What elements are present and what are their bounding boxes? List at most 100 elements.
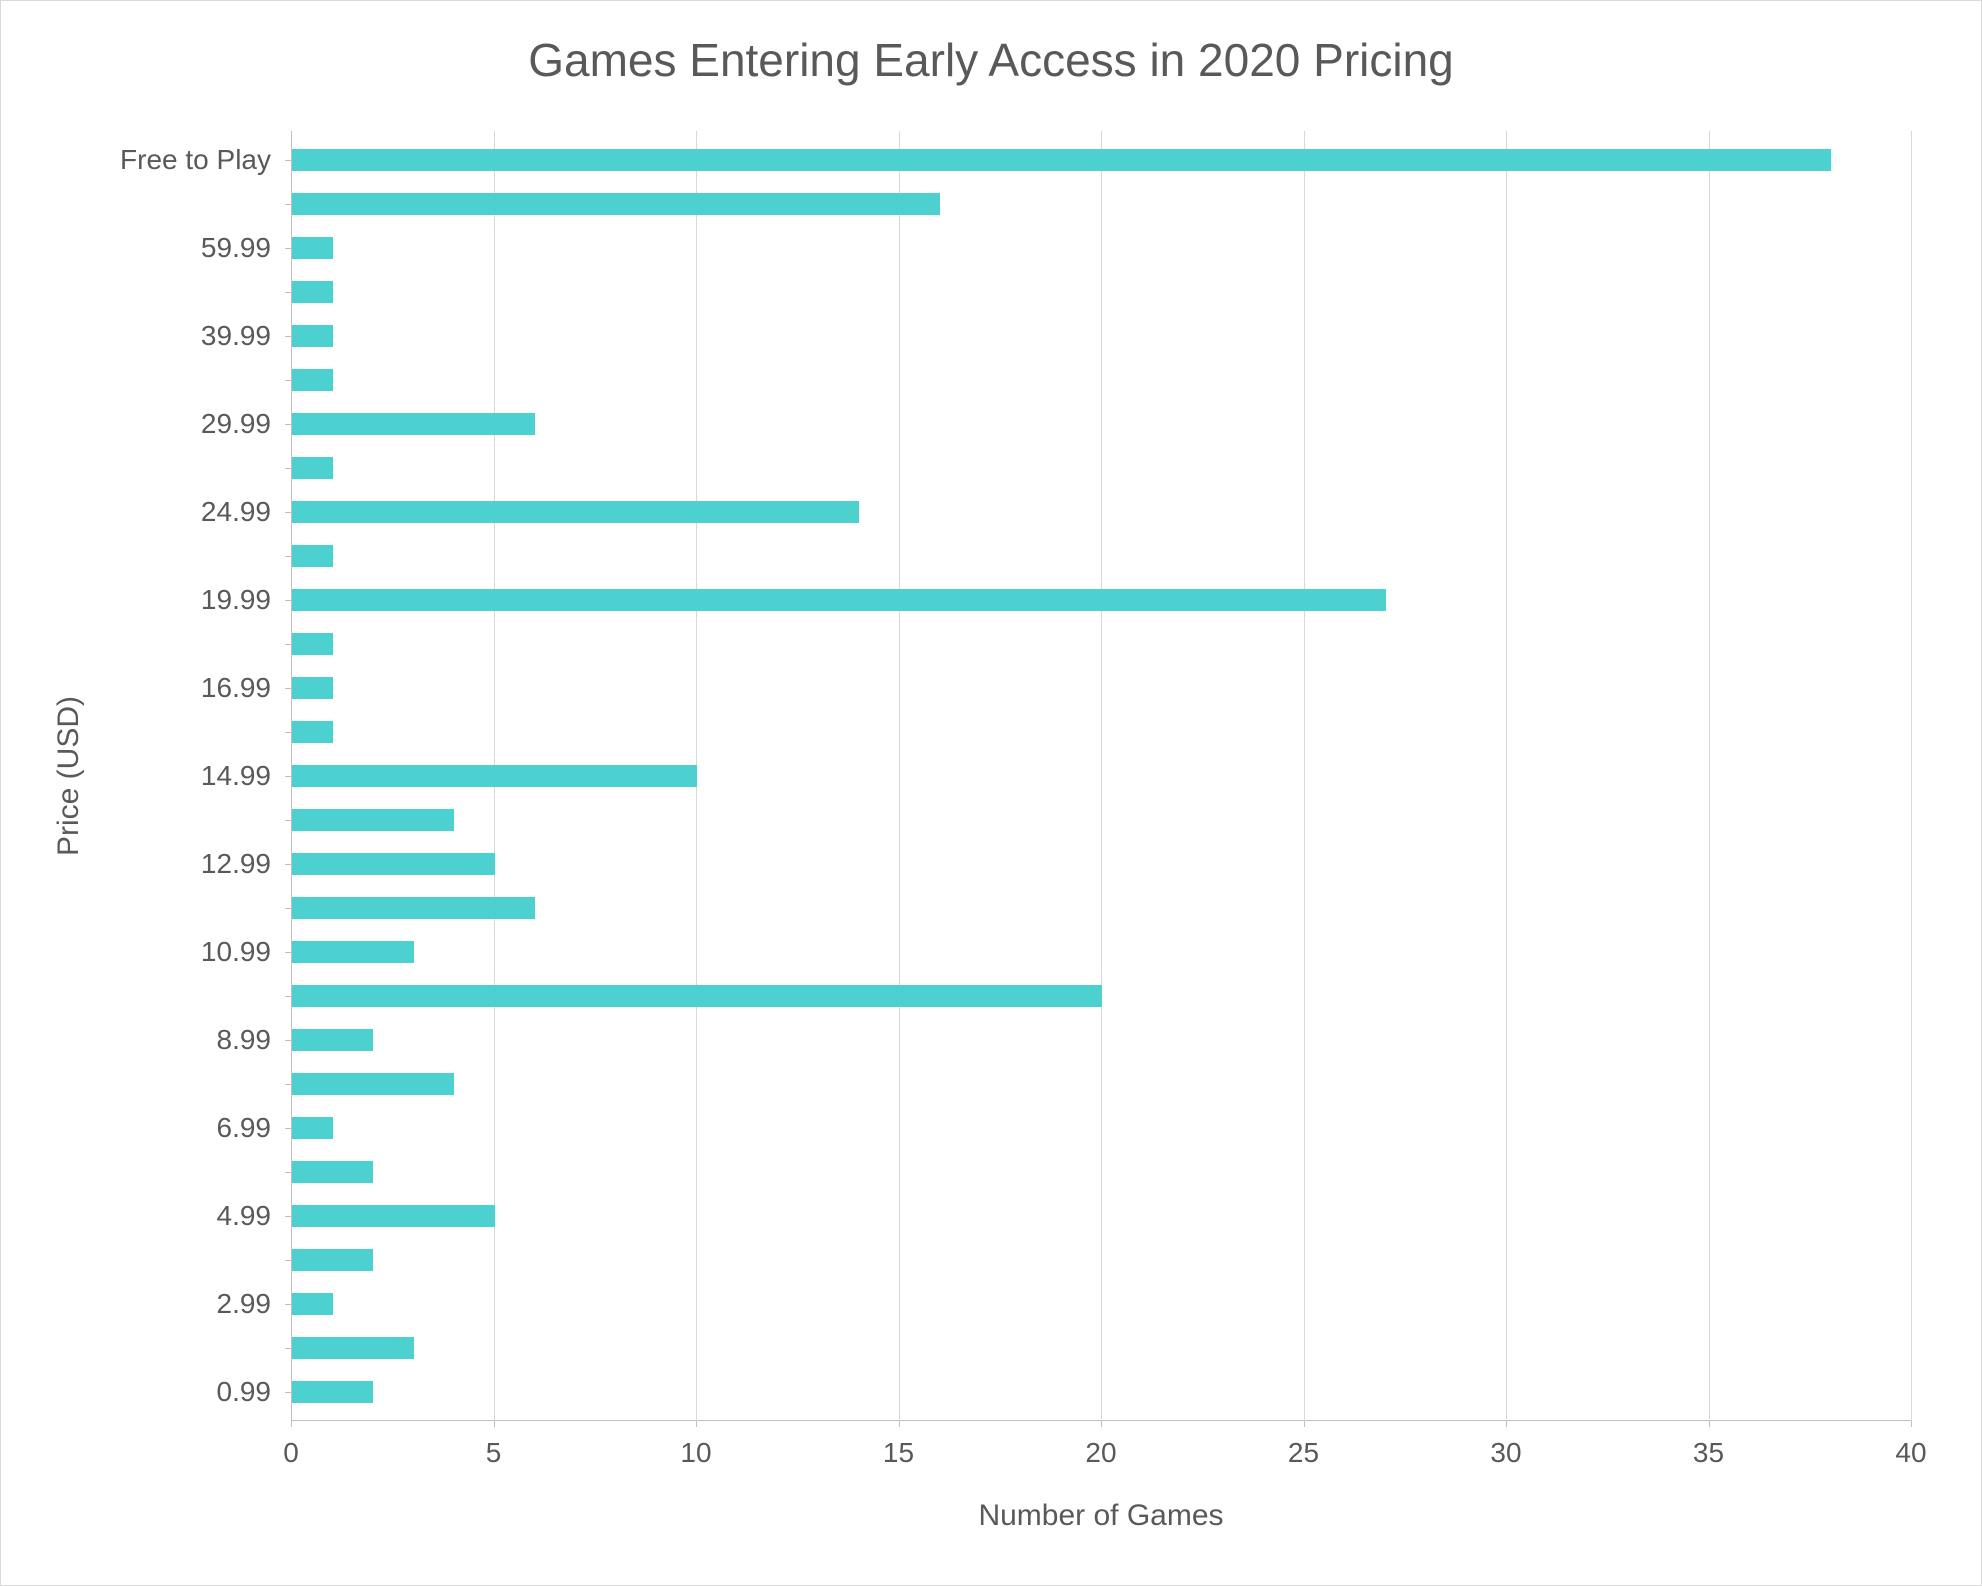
x-tick-label: 5 (486, 1437, 502, 1469)
bar (292, 193, 940, 215)
chart-title: Games Entering Early Access in 2020 Pric… (1, 33, 1981, 87)
y-tick-label: 14.99 (71, 760, 271, 792)
y-tick-mark (285, 248, 291, 249)
y-tick-mark (285, 732, 291, 733)
bar (292, 1073, 454, 1095)
grid-line (1304, 131, 1305, 1421)
chart-container: Games Entering Early Access in 2020 Pric… (0, 0, 1982, 1586)
bar (292, 413, 535, 435)
y-tick-label: 16.99 (71, 672, 271, 704)
grid-line (899, 131, 900, 1421)
bar (292, 809, 454, 831)
y-tick-label: 6.99 (71, 1112, 271, 1144)
y-tick-mark (285, 1304, 291, 1305)
x-tick-mark (494, 1421, 495, 1427)
x-tick-label: 10 (680, 1437, 711, 1469)
y-tick-label: 24.99 (71, 496, 271, 528)
grid-line (1709, 131, 1710, 1421)
bar (292, 1293, 333, 1315)
bar (292, 853, 495, 875)
y-tick-mark (285, 556, 291, 557)
bar (292, 1337, 414, 1359)
grid-line (1101, 131, 1102, 1421)
x-tick-label: 20 (1085, 1437, 1116, 1469)
x-tick-mark (1304, 1421, 1305, 1427)
y-tick-label: 29.99 (71, 408, 271, 440)
x-tick-label: 0 (283, 1437, 299, 1469)
y-tick-label: 19.99 (71, 584, 271, 616)
x-tick-mark (899, 1421, 900, 1427)
y-tick-mark (285, 1084, 291, 1085)
bar (292, 1205, 495, 1227)
x-axis-title: Number of Games (291, 1499, 1911, 1533)
y-tick-mark (285, 1348, 291, 1349)
x-tick-mark (1709, 1421, 1710, 1427)
bar (292, 897, 535, 919)
bar (292, 1029, 373, 1051)
y-tick-mark (285, 160, 291, 161)
bar (292, 677, 333, 699)
y-tick-mark (285, 204, 291, 205)
y-tick-label: 2.99 (71, 1288, 271, 1320)
y-tick-label: 39.99 (71, 320, 271, 352)
y-tick-label: Free to Play (71, 144, 271, 176)
x-tick-label: 35 (1693, 1437, 1724, 1469)
bar (292, 369, 333, 391)
bar (292, 545, 333, 567)
y-tick-label: 59.99 (71, 232, 271, 264)
bar (292, 1381, 373, 1403)
x-tick-mark (696, 1421, 697, 1427)
y-tick-label: 10.99 (71, 936, 271, 968)
bar (292, 457, 333, 479)
plot-area (291, 131, 1911, 1421)
y-tick-mark (285, 600, 291, 601)
bar (292, 501, 859, 523)
x-tick-mark (1101, 1421, 1102, 1427)
y-tick-mark (285, 1128, 291, 1129)
y-tick-mark (285, 952, 291, 953)
y-tick-label: 8.99 (71, 1024, 271, 1056)
y-tick-mark (285, 688, 291, 689)
bar (292, 941, 414, 963)
bar (292, 281, 333, 303)
y-tick-mark (285, 820, 291, 821)
y-tick-mark (285, 776, 291, 777)
bar (292, 1161, 373, 1183)
y-tick-mark (285, 1040, 291, 1041)
y-tick-mark (285, 996, 291, 997)
y-tick-mark (285, 1392, 291, 1393)
bar (292, 325, 333, 347)
bar (292, 237, 333, 259)
bar (292, 589, 1386, 611)
y-tick-label: 4.99 (71, 1200, 271, 1232)
x-tick-label: 15 (883, 1437, 914, 1469)
bar (292, 633, 333, 655)
y-tick-mark (285, 336, 291, 337)
x-tick-label: 30 (1490, 1437, 1521, 1469)
y-tick-mark (285, 908, 291, 909)
y-tick-mark (285, 380, 291, 381)
y-tick-label: 0.99 (71, 1376, 271, 1408)
bar (292, 1117, 333, 1139)
bar (292, 149, 1831, 171)
bar (292, 985, 1102, 1007)
bar (292, 765, 697, 787)
y-tick-mark (285, 424, 291, 425)
y-tick-mark (285, 512, 291, 513)
x-tick-mark (1911, 1421, 1912, 1427)
x-tick-mark (291, 1421, 292, 1427)
y-tick-mark (285, 644, 291, 645)
grid-line (1506, 131, 1507, 1421)
y-tick-mark (285, 1172, 291, 1173)
x-tick-label: 40 (1895, 1437, 1926, 1469)
y-tick-mark (285, 1216, 291, 1217)
x-tick-mark (1506, 1421, 1507, 1427)
bar (292, 1249, 373, 1271)
grid-line (1911, 131, 1912, 1421)
bar (292, 721, 333, 743)
y-tick-mark (285, 864, 291, 865)
y-tick-mark (285, 1260, 291, 1261)
x-tick-label: 25 (1288, 1437, 1319, 1469)
y-tick-mark (285, 468, 291, 469)
y-tick-label: 12.99 (71, 848, 271, 880)
